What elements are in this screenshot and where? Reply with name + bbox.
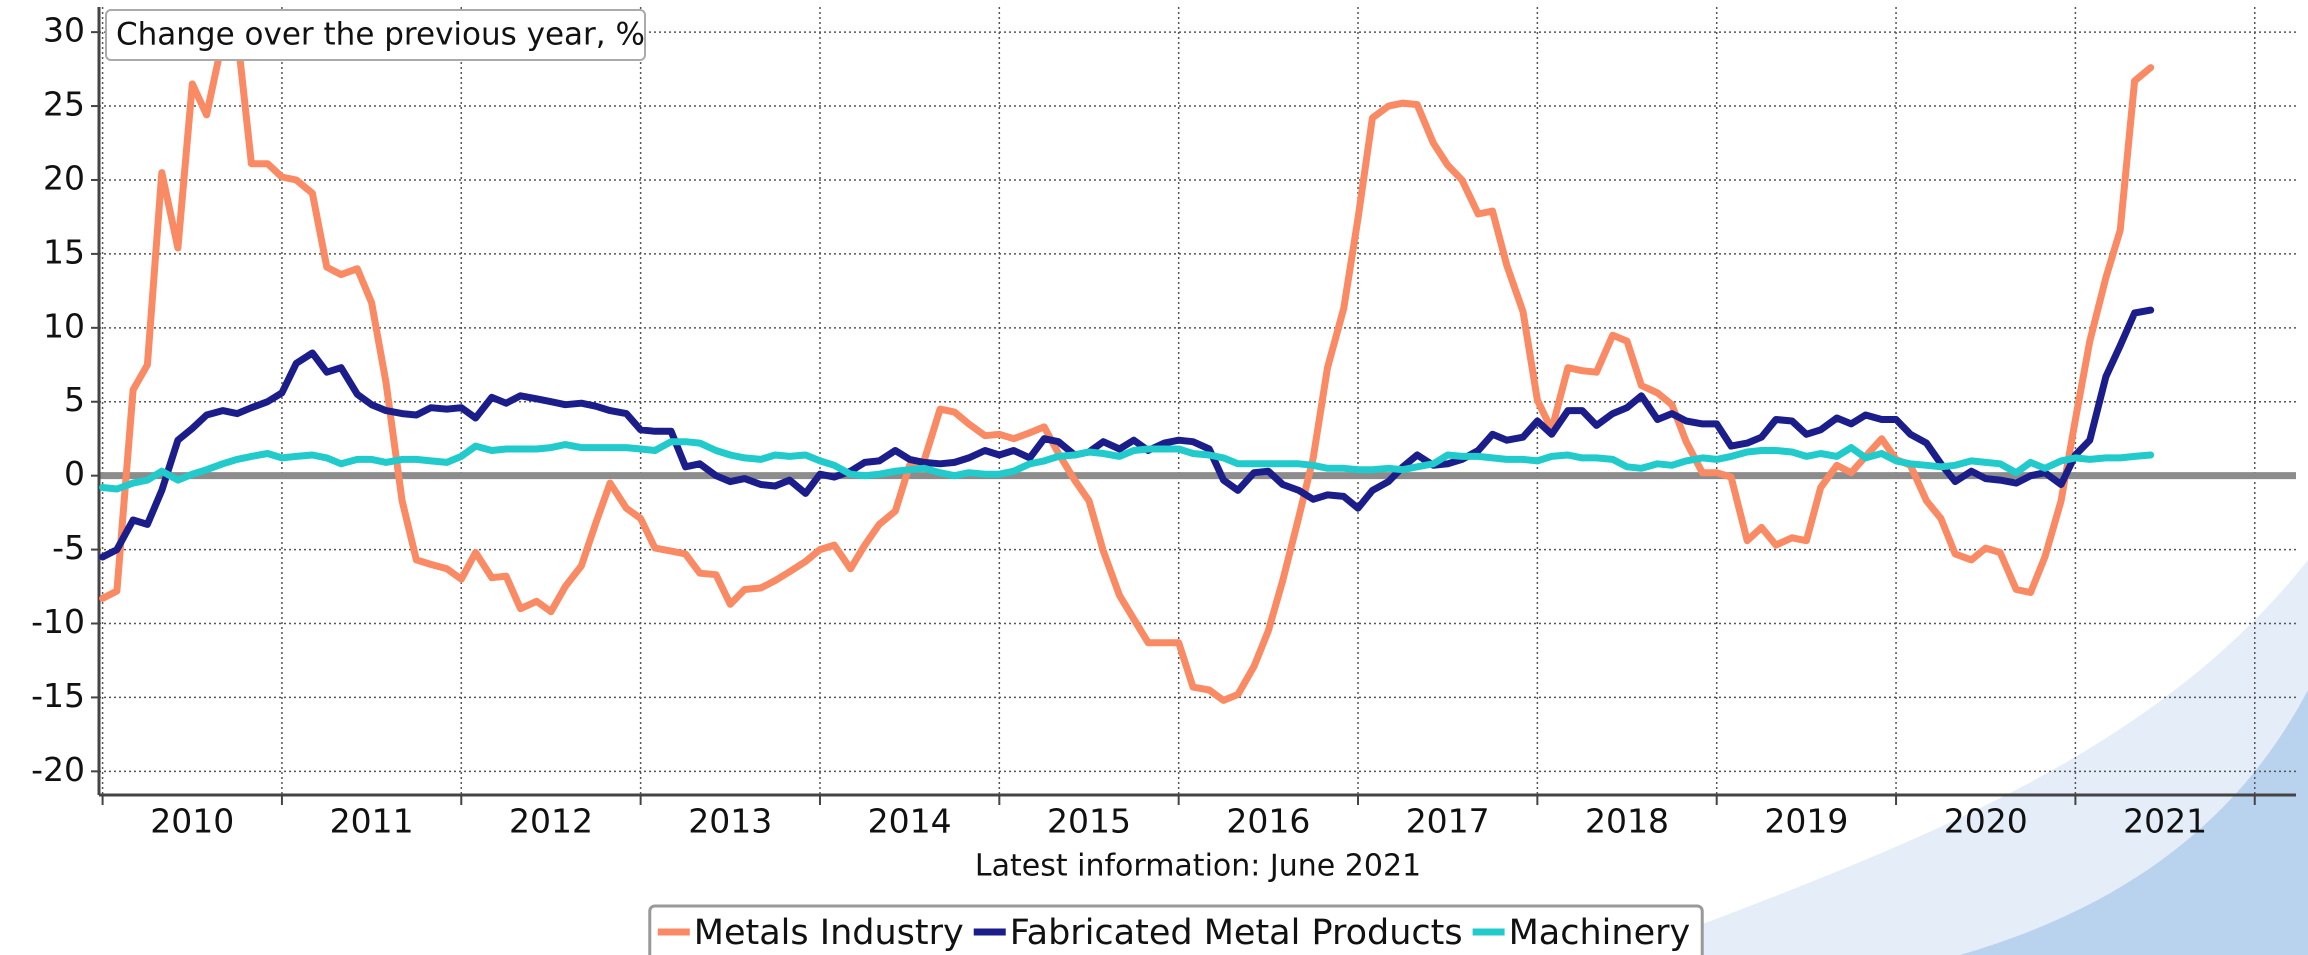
y-tick-label: 15 xyxy=(43,232,85,271)
x-tick-label: 2015 xyxy=(1047,802,1131,841)
y-tick-label: -10 xyxy=(31,602,85,641)
legend: Metals Industry Fabricated Metal Products… xyxy=(648,904,1704,955)
y-tick-label: 0 xyxy=(64,454,85,493)
y-tick-label: -20 xyxy=(31,750,85,789)
x-tick-label: 2014 xyxy=(868,802,952,841)
x-tick-label: 2017 xyxy=(1406,802,1490,841)
background-shape xyxy=(1620,560,2308,955)
y-tick-label: 30 xyxy=(43,11,85,50)
background-shape xyxy=(1960,690,2308,955)
series-line xyxy=(99,28,2155,704)
legend-label: Metals Industry xyxy=(694,913,964,953)
x-tick-label: 2018 xyxy=(1585,802,1669,841)
y-tick-label: 5 xyxy=(64,380,85,419)
y-tick-label: 25 xyxy=(43,85,85,124)
x-tick-label: 2020 xyxy=(1944,802,2028,841)
legend-label: Fabricated Metal Products xyxy=(1010,913,1463,953)
legend-label: Machinery xyxy=(1509,913,1691,953)
x-tick-label: 2013 xyxy=(688,802,772,841)
y-tick-label: -15 xyxy=(31,676,85,715)
annotation-box xyxy=(105,9,646,61)
x-tick-label: 2012 xyxy=(509,802,593,841)
legend-box xyxy=(648,904,1704,955)
series-line xyxy=(99,306,2155,561)
x-tick-label: 2011 xyxy=(330,802,414,841)
y-tick-label: 20 xyxy=(43,158,85,197)
y-tick-label: -5 xyxy=(52,528,85,567)
series-line xyxy=(99,438,2155,493)
x-tick-label: 2021 xyxy=(2123,802,2207,841)
x-tick-label: 2019 xyxy=(1764,802,1848,841)
caption: Latest information: June 2021 xyxy=(975,849,1421,884)
x-tick-label: 2016 xyxy=(1226,802,1310,841)
x-tick-label: 2010 xyxy=(150,802,234,841)
y-tick-label: 10 xyxy=(43,306,85,345)
chart-title: Change over the previous year, % xyxy=(116,17,645,53)
lines xyxy=(99,28,2155,704)
